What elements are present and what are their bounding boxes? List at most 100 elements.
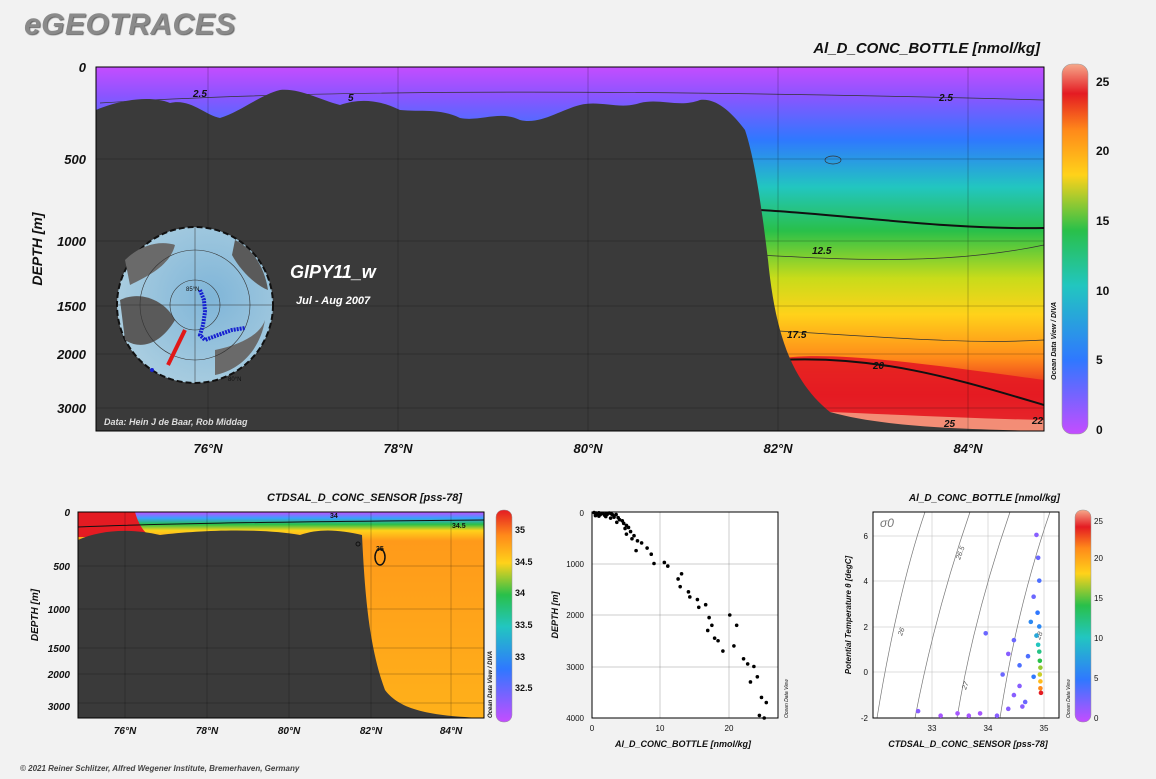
profile-point	[732, 644, 736, 648]
main-x-tick: 80°N	[573, 441, 603, 456]
profile-point	[634, 548, 638, 553]
contour-label: 25	[943, 419, 956, 430]
profile-x-tick: 20	[725, 724, 734, 733]
ts-point	[966, 713, 972, 719]
profile-y-tick: 3000	[566, 663, 584, 672]
profile-y-tick: 4000	[566, 714, 584, 723]
contour-label: 12.5	[812, 246, 832, 257]
ts-point	[1035, 555, 1041, 561]
profile-point	[721, 649, 725, 653]
ts-y-tick: 4	[864, 577, 869, 586]
contour-label: 2.5	[938, 93, 953, 104]
ts-point	[915, 708, 921, 714]
profile-point	[603, 514, 608, 519]
ts-point	[1037, 672, 1043, 677]
profile-point	[688, 595, 692, 599]
profile-y-tick: 1000	[566, 560, 584, 569]
ts-colorbar	[1074, 509, 1092, 723]
ts-colorbar-tick: 0	[1094, 714, 1099, 723]
profile-point	[676, 577, 680, 581]
profile-point	[649, 552, 654, 557]
sal-y-tick: 1000	[48, 605, 71, 616]
profile-point	[608, 516, 613, 520]
section-period: Jul - Aug 2007	[296, 295, 371, 307]
profile-x-tick: 0	[590, 724, 595, 733]
profile-point	[696, 605, 701, 610]
ts-point	[1000, 672, 1005, 677]
ts-point	[1038, 690, 1044, 696]
ts-point	[1038, 679, 1043, 684]
profile-point	[623, 526, 627, 531]
profile-point	[748, 680, 753, 684]
profile-point	[745, 662, 750, 666]
profile-point	[621, 521, 626, 526]
ts-points	[915, 532, 1044, 719]
ts-point	[1017, 663, 1022, 668]
profile-point	[752, 664, 756, 669]
sal-contour-label: 35	[376, 546, 384, 553]
main-y-tick: 3000	[57, 401, 87, 416]
ts-y-tick: 6	[864, 532, 869, 541]
sal-x-tick: 76°N	[114, 726, 137, 737]
ts-point	[1035, 642, 1041, 648]
profile-point	[716, 638, 720, 643]
ts-point	[1038, 665, 1043, 670]
colorbar-tick: 25	[1096, 75, 1110, 89]
profile-point	[712, 636, 717, 640]
sal-colorbar-tick: 35	[515, 525, 525, 535]
density-label: σ0	[880, 516, 894, 530]
map-label: 85°N	[186, 287, 199, 293]
ts-point	[1005, 706, 1011, 712]
ts-x-tick: 35	[1040, 724, 1049, 733]
contour-label: 5	[348, 93, 354, 104]
profile-x-tick: 10	[656, 724, 665, 733]
profile-point	[614, 512, 618, 517]
profile-point	[686, 590, 691, 594]
profile-point	[635, 539, 640, 543]
main-y-tick: 2000	[56, 347, 87, 362]
ts-point	[1028, 619, 1034, 625]
main-x-tick: 82°N	[763, 441, 793, 456]
ts-colorbar-tick: 20	[1094, 554, 1103, 563]
bathymetry	[96, 89, 1044, 431]
software-label: Ocean Data View / DIVA	[1051, 302, 1058, 380]
ts-software-label: Ocean Data View	[1066, 679, 1072, 718]
main-title: Al_D_CONC_BOTTLE [nmol/kg]	[812, 40, 1041, 57]
sal-y-tick: 0	[64, 508, 70, 519]
ts-colorbar-tick: 5	[1094, 674, 1099, 683]
inset-map: 85°N 80°N	[116, 226, 274, 384]
ts-point	[1035, 610, 1040, 616]
isopycnals	[876, 511, 1051, 719]
profile-y-tick: 0	[580, 509, 585, 518]
profile-point	[679, 572, 684, 576]
profile-point	[762, 716, 767, 720]
sal-y-tick: 500	[53, 562, 70, 573]
profile-point	[741, 656, 746, 661]
ts-point	[1025, 653, 1031, 659]
ts-point	[1036, 578, 1042, 583]
profile-point	[628, 529, 633, 534]
profile-point	[734, 623, 739, 628]
colorbar-tick: 10	[1096, 284, 1110, 298]
profile-point	[707, 615, 711, 620]
profile-x-label: Al_D_CONC_BOTTLE [nmol/kg]	[614, 739, 752, 749]
isopycnal-label: 26.5	[955, 545, 967, 561]
ts-point	[1022, 699, 1028, 705]
salinity-bathymetry	[78, 530, 362, 718]
profile-point	[630, 536, 634, 541]
profile-point	[626, 525, 631, 530]
sal-colorbar-tick: 32.5	[515, 683, 533, 693]
profile-point	[710, 623, 714, 628]
sal-colorbar-tick: 34.5	[515, 557, 533, 567]
sal-colorbar-tick: 34	[515, 588, 525, 598]
ts-point	[1005, 651, 1011, 657]
ts-point	[1020, 704, 1025, 709]
main-contour-labels: 2.5 5 2.5 12.5 17.5 20 25 22	[192, 89, 1044, 430]
sal-colorbar-tick: 33.5	[515, 620, 533, 630]
ts-y-tick: 2	[864, 623, 869, 632]
profile-point	[662, 560, 667, 565]
ts-point	[994, 713, 1000, 719]
ts-point	[1037, 658, 1043, 664]
profile-point	[597, 514, 601, 518]
ts-point	[1034, 633, 1039, 638]
